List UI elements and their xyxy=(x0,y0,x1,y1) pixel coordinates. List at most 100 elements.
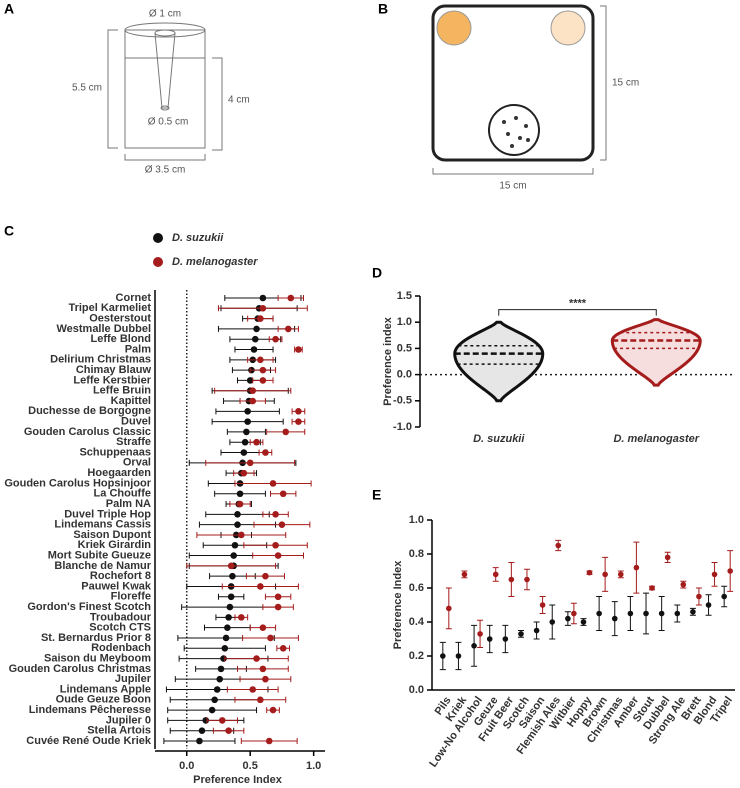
y-tick-label: 0.0 xyxy=(409,684,424,696)
category-label: Rodenbach xyxy=(91,642,151,654)
dot xyxy=(241,438,249,446)
category-label: Jupiler 0 xyxy=(106,714,151,726)
x-axis-label: Preference Index xyxy=(193,774,283,786)
dot xyxy=(236,500,244,508)
dot xyxy=(539,602,546,608)
dimension-label: Ø 3.5 cm xyxy=(145,165,186,176)
dot xyxy=(269,706,277,714)
dot xyxy=(272,335,279,343)
dot xyxy=(502,636,509,642)
category-label: Delirium Christmas xyxy=(50,354,151,366)
dot xyxy=(222,634,230,642)
y-tick-label: -0.5 xyxy=(393,395,412,407)
category-label: D. melanogaster xyxy=(613,433,699,445)
dot xyxy=(295,346,302,353)
dot xyxy=(455,653,462,659)
dot xyxy=(259,665,267,673)
category-label: Saison du Meyboom xyxy=(44,652,151,664)
significance-bracket xyxy=(498,309,657,316)
dot xyxy=(492,571,499,578)
category-label: Duvel Triple Hop xyxy=(64,508,151,520)
category-label: Oesterstout xyxy=(89,313,151,325)
category-label: Straffe xyxy=(116,436,151,448)
x-tick-label: 1.0 xyxy=(306,760,321,772)
dot xyxy=(217,665,225,673)
dot xyxy=(262,449,269,456)
x-tick-label: 0.5 xyxy=(243,760,258,772)
dot xyxy=(272,541,279,549)
dot xyxy=(279,490,287,498)
dot xyxy=(617,571,624,578)
dot xyxy=(295,418,302,425)
dot xyxy=(243,428,250,436)
dot xyxy=(251,335,259,343)
dot xyxy=(674,610,681,617)
dimension-label: 15 cm xyxy=(499,181,526,192)
cylinder-top xyxy=(124,22,206,38)
dot xyxy=(259,624,267,631)
dimension-label: 4 cm xyxy=(228,95,250,106)
panel-label: B xyxy=(378,1,388,17)
dot xyxy=(269,480,277,487)
category-label: Gouden Carolus Christmas xyxy=(9,663,151,675)
dimension-lines xyxy=(107,29,223,161)
bait-cup xyxy=(436,10,472,46)
category-label: Tripel Karmeliet xyxy=(68,302,151,314)
dot xyxy=(486,636,493,642)
category-label: Hoegaarden xyxy=(87,467,151,479)
dot xyxy=(471,643,477,649)
category-label: Scotch CTS xyxy=(89,622,151,634)
dot xyxy=(216,675,224,683)
dot xyxy=(238,614,245,621)
dot xyxy=(225,727,232,734)
category-label: Leffe Kerstbier xyxy=(73,374,151,386)
category-label: Leffe Bruin xyxy=(93,385,151,397)
dot xyxy=(596,610,602,617)
y-tick-label: 1.0 xyxy=(397,316,412,328)
dot xyxy=(224,624,231,631)
dot xyxy=(253,655,260,662)
category-label: St. Bernardus Prior 8 xyxy=(41,632,151,644)
y-tick-label: -1.0 xyxy=(393,421,412,433)
flies xyxy=(502,116,530,148)
dot xyxy=(230,552,237,559)
dot xyxy=(250,346,258,353)
category-label: Gouden Carolus Classic xyxy=(24,426,151,438)
dot xyxy=(246,459,254,467)
category-label: Saison Dupont xyxy=(73,529,151,541)
dot xyxy=(253,325,260,333)
category-label: Leffe Blond xyxy=(91,333,152,345)
category-label: Palm xyxy=(125,343,152,355)
funnel xyxy=(154,32,176,109)
dot xyxy=(508,576,515,583)
dot xyxy=(533,627,540,634)
y-axis-label: Preference index xyxy=(382,316,394,406)
dot xyxy=(611,615,618,622)
dot xyxy=(602,571,608,578)
dot xyxy=(705,602,712,608)
legend-marker xyxy=(153,257,163,267)
dot xyxy=(477,631,483,637)
category-label: Duchesse de Borgogne xyxy=(28,405,151,417)
dot xyxy=(279,644,287,652)
category-label: Orval xyxy=(123,457,151,469)
y-tick-label: 0.0 xyxy=(397,369,412,381)
panel-label: C xyxy=(4,223,14,239)
dimension-label: 5.5 cm xyxy=(72,83,102,94)
dot xyxy=(680,581,687,588)
category-label: Duvel xyxy=(121,416,151,428)
y-axis-label: Preference Index xyxy=(392,560,404,650)
dot xyxy=(238,531,245,539)
dot xyxy=(259,377,267,384)
dot xyxy=(580,619,587,625)
cylinder xyxy=(124,29,206,149)
category-label: Lindemans Pêcheresse xyxy=(29,704,151,716)
y-tick-label: 1.0 xyxy=(409,514,424,526)
dot xyxy=(565,615,571,622)
category-label: D. suzukii xyxy=(473,433,525,445)
dot xyxy=(211,696,218,704)
dot xyxy=(518,631,524,637)
dot xyxy=(240,449,248,456)
funnel-top xyxy=(154,29,176,37)
